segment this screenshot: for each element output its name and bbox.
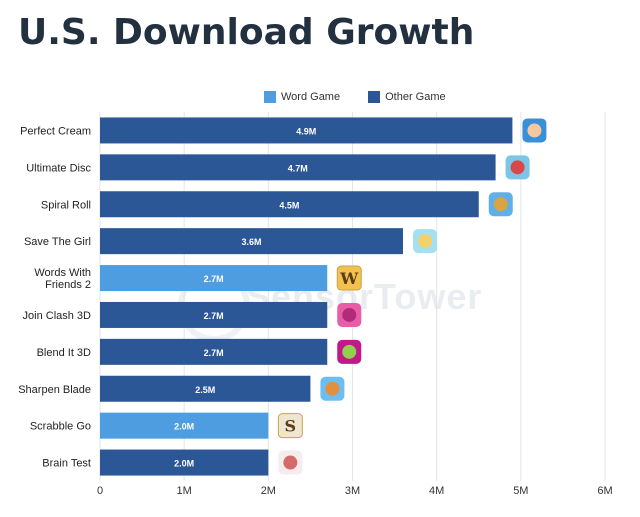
category-label: Blend It 3D <box>37 347 91 359</box>
blender-fruit-icon <box>337 339 362 364</box>
bar-value-label: 2.5M <box>195 385 215 395</box>
bar <box>100 228 403 255</box>
blade-icon <box>320 376 345 401</box>
category-label: Sharpen Blade <box>18 384 91 396</box>
bar <box>100 191 479 218</box>
bar-value-label: 2.7M <box>204 274 224 284</box>
bar-value-label: 2.7M <box>204 348 224 358</box>
category-label: Brain Test <box>42 458 91 470</box>
bar <box>100 301 328 328</box>
bar <box>100 117 513 144</box>
category-label: Ultimate Disc <box>26 162 91 174</box>
bar-value-label: 2.7M <box>204 311 224 321</box>
x-tick-label: 2M <box>261 485 276 497</box>
svg-text:S: S <box>285 417 297 436</box>
bar <box>100 154 496 181</box>
bar <box>100 265 328 292</box>
bar-value-label: 2.0M <box>174 459 194 469</box>
cake-roll-icon <box>522 118 547 143</box>
x-tick-label: 4M <box>429 485 444 497</box>
bar <box>100 449 269 476</box>
category-label: Save The Girl <box>24 236 91 248</box>
category-label: Words With <box>34 267 91 279</box>
letter-s-tile-icon: S <box>277 413 303 439</box>
spiral-roll-icon <box>488 192 513 217</box>
legend-label-word-game: Word Game <box>281 91 341 103</box>
x-tick-label: 0 <box>97 485 103 497</box>
category-label: Spiral Roll <box>41 199 91 211</box>
girl-icon <box>413 229 437 254</box>
x-tick-label: 3M <box>345 485 360 497</box>
bar <box>100 375 311 402</box>
brain-icon <box>278 450 303 475</box>
x-tick-label: 6M <box>597 485 612 497</box>
bar-value-label: 3.6M <box>241 237 261 247</box>
svg-text:W: W <box>339 269 359 288</box>
bar-value-label: 4.9M <box>296 126 316 136</box>
chart-title: U.S. Download Growth <box>18 12 475 53</box>
letter-w-tile-icon: W <box>336 265 362 291</box>
legend-swatch-word-game <box>264 91 276 103</box>
x-tick-label: 1M <box>177 485 192 497</box>
legend-label-other-game: Other Game <box>385 91 446 103</box>
bar <box>100 412 269 439</box>
bar-value-label: 4.7M <box>288 163 308 173</box>
legend-item-word-game: Word Game <box>264 91 340 103</box>
crowd-icon <box>337 302 362 327</box>
legend-swatch-other-game <box>368 91 381 103</box>
category-label: Join Clash 3D <box>23 310 92 322</box>
category-label: Scrabble Go <box>30 421 91 433</box>
category-label: Perfect Cream <box>20 125 91 137</box>
bar <box>100 338 328 365</box>
chart-legend: Word Game Other Game <box>264 91 474 103</box>
bar-value-label: 2.0M <box>174 422 194 432</box>
bar-value-label: 4.5M <box>279 200 299 210</box>
legend-item-other-game: Other Game <box>368 91 446 103</box>
x-tick-label: 5M <box>513 485 528 497</box>
disc-target-icon <box>505 155 530 180</box>
category-label: Friends 2 <box>45 279 91 291</box>
